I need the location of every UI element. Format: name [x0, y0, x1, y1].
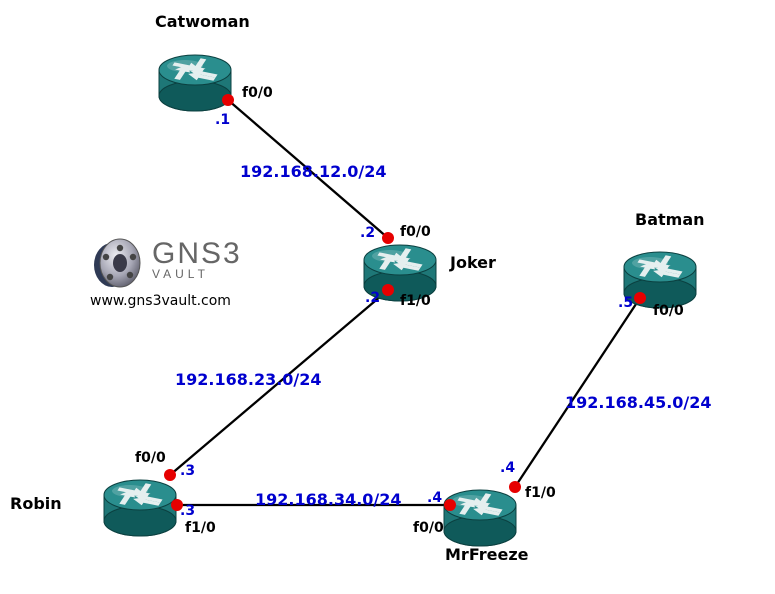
iface-label: f1/0: [185, 520, 216, 536]
hostoctet: .5: [618, 295, 633, 311]
hostoctet: .4: [500, 460, 515, 476]
subnet-robin_mrf: 192.168.34.0/24: [255, 490, 402, 509]
router-label-mrfreeze: MrFreeze: [445, 545, 528, 564]
subnet-cat_joker: 192.168.12.0/24: [240, 162, 387, 181]
endpoint-dot: [634, 292, 646, 304]
subnet-mrf_batman: 192.168.45.0/24: [565, 393, 712, 412]
iface-label: f0/0: [413, 520, 444, 536]
router-mrfreeze: [444, 490, 516, 546]
subnet-joker_robin: 192.168.23.0/24: [175, 370, 322, 389]
iface-label: f0/0: [135, 450, 166, 466]
router-catwoman: [159, 55, 231, 111]
endpoint-dot: [444, 499, 456, 511]
endpoint-dot: [164, 469, 176, 481]
hostoctet: .3: [180, 463, 195, 479]
iface-label: f0/0: [653, 303, 684, 319]
hostoctet: .4: [427, 490, 442, 506]
hostoctet: .1: [215, 112, 230, 128]
router-label-joker: Joker: [450, 253, 496, 272]
iface-label: f0/0: [242, 85, 273, 101]
endpoint-dot: [509, 481, 521, 493]
endpoint-dot: [222, 94, 234, 106]
logo-url: www.gns3vault.com: [90, 293, 231, 309]
hostoctet: .3: [180, 503, 195, 519]
router-label-catwoman: Catwoman: [155, 12, 250, 31]
router-label-batman: Batman: [635, 210, 705, 229]
hostoctet: .2: [360, 225, 375, 241]
endpoint-dot: [382, 284, 394, 296]
reel-icon: [90, 235, 150, 295]
hostoctet: .2: [365, 290, 380, 306]
iface-label: f0/0: [400, 224, 431, 240]
logo-main-text: GNS3: [152, 237, 242, 271]
iface-label: f1/0: [400, 293, 431, 309]
endpoint-dot: [382, 232, 394, 244]
router-label-robin: Robin: [10, 494, 62, 513]
iface-label: f1/0: [525, 485, 556, 501]
router-robin: [104, 480, 176, 536]
